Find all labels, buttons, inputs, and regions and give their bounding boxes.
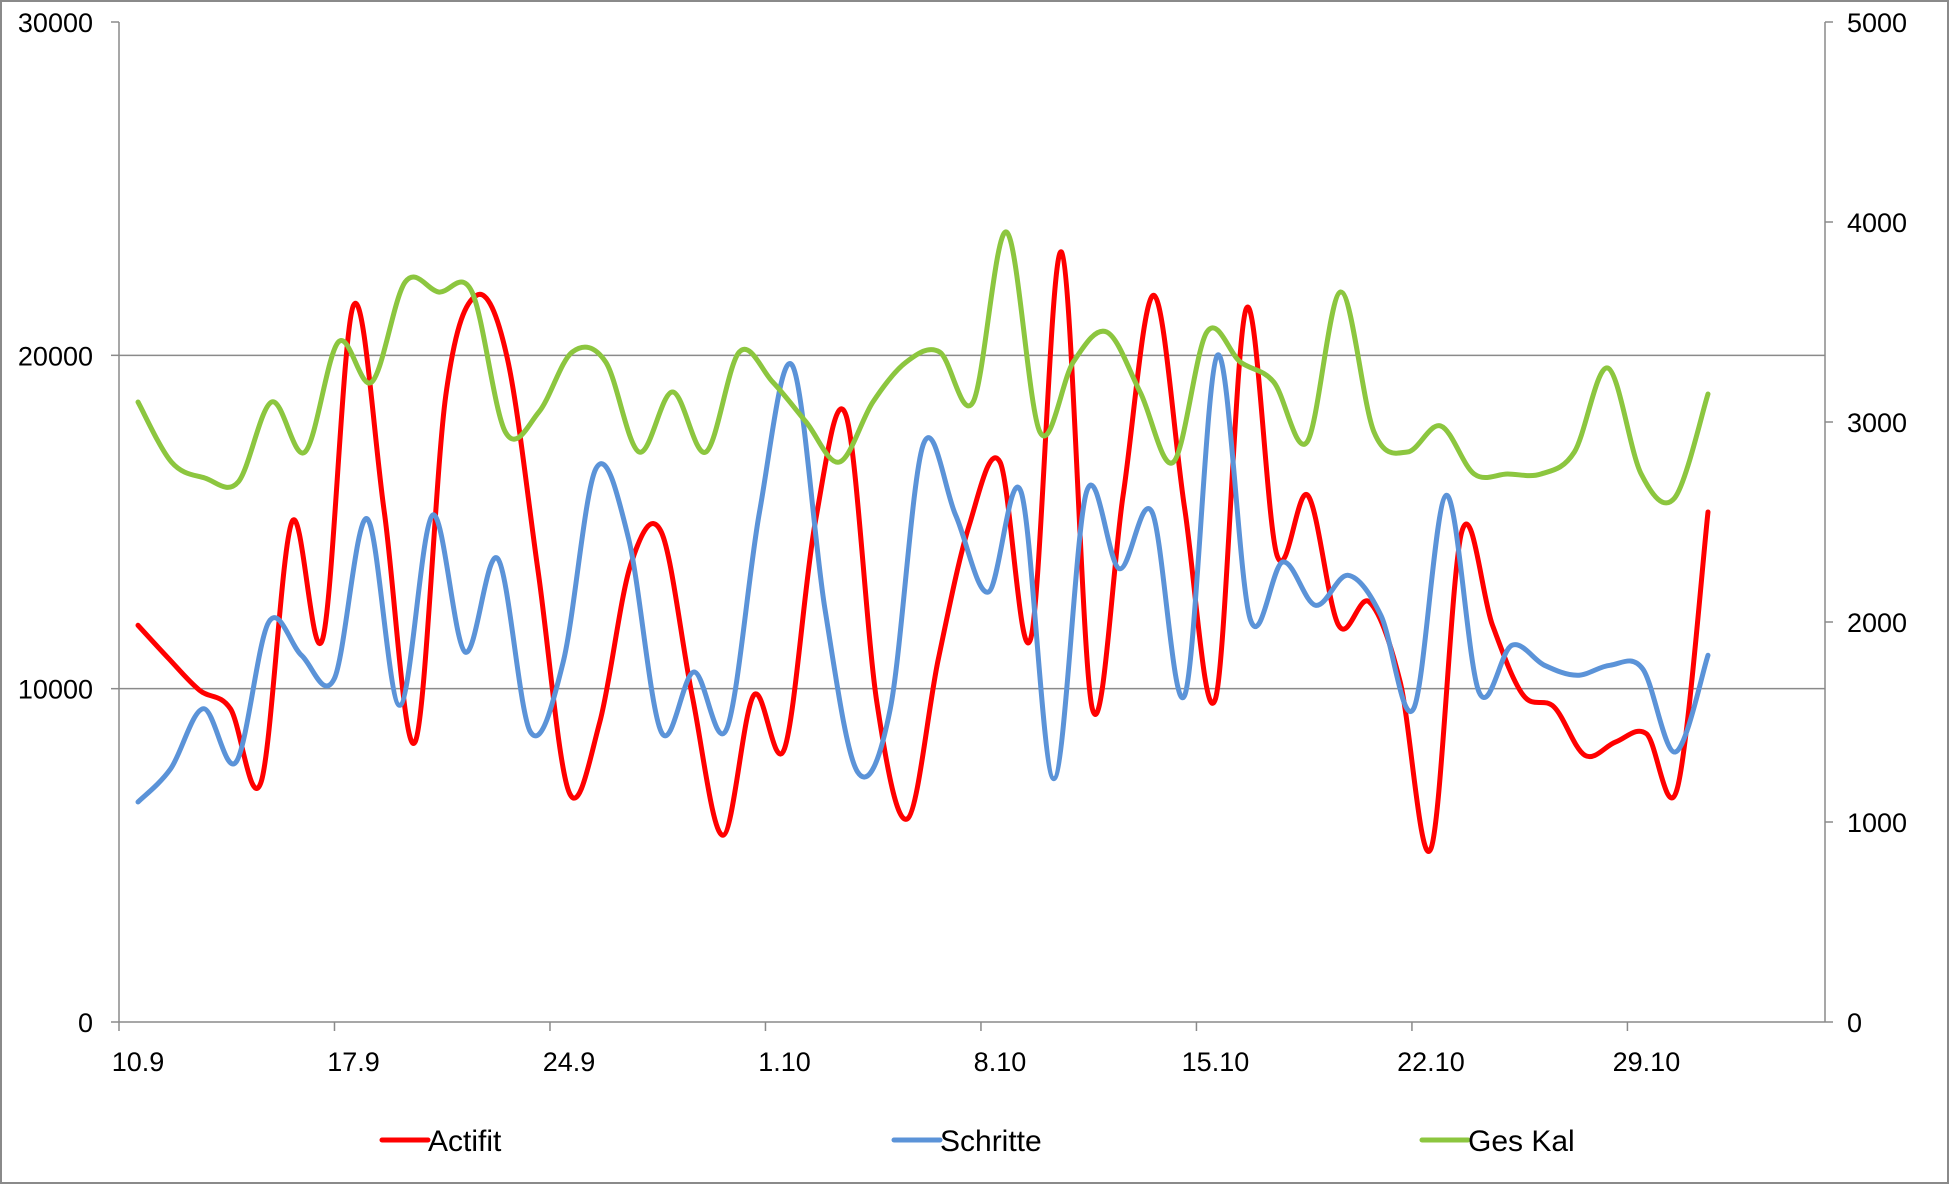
y-tick-label-right-3000: 3000 [1847,408,1907,438]
series-line-actifit [135,249,1711,854]
x-tick-label-1.10: 1.10 [758,1047,811,1077]
y-tick-label-right-0: 0 [1847,1008,1862,1038]
y-tick-label-left-20000: 20000 [18,341,93,371]
series-line-schritte [135,352,1711,805]
x-tick-label-10.9: 10.9 [112,1047,165,1077]
series-line-ges-kal [135,229,1711,506]
y-tick-label-right-2000: 2000 [1847,608,1907,638]
axes: 0 10000 20000 30000 0 1000 2000 3000 4000 5000 10.… [18,8,1907,1077]
x-tick-label-29.10: 29.10 [1613,1047,1681,1077]
x-tick-label-24.9: 24.9 [543,1047,596,1077]
x-tick-label-22.10: 22.10 [1397,1047,1465,1077]
x-tick-label-15.10: 15.10 [1182,1047,1250,1077]
legend-label-ges-kal: Ges Kal [1468,1125,1575,1158]
legend-label-actifit: Actifit [428,1125,502,1158]
y-tick-label-left-0: 0 [78,1008,93,1038]
x-tick-label-17.9: 17.9 [327,1047,380,1077]
legend: Actifit Schritte Ges Kal [379,1125,1575,1158]
data-lines [135,229,1711,854]
x-tick-label-8.10: 8.10 [974,1047,1027,1077]
y-tick-label-right-4000: 4000 [1847,208,1907,238]
y-tick-label-left-10000: 10000 [18,675,93,705]
y-tick-label-right-1000: 1000 [1847,808,1907,838]
legend-label-schritte: Schritte [940,1125,1042,1158]
y-tick-label-left-30000: 30000 [18,8,93,38]
y-tick-label-right-5000: 5000 [1847,8,1907,38]
